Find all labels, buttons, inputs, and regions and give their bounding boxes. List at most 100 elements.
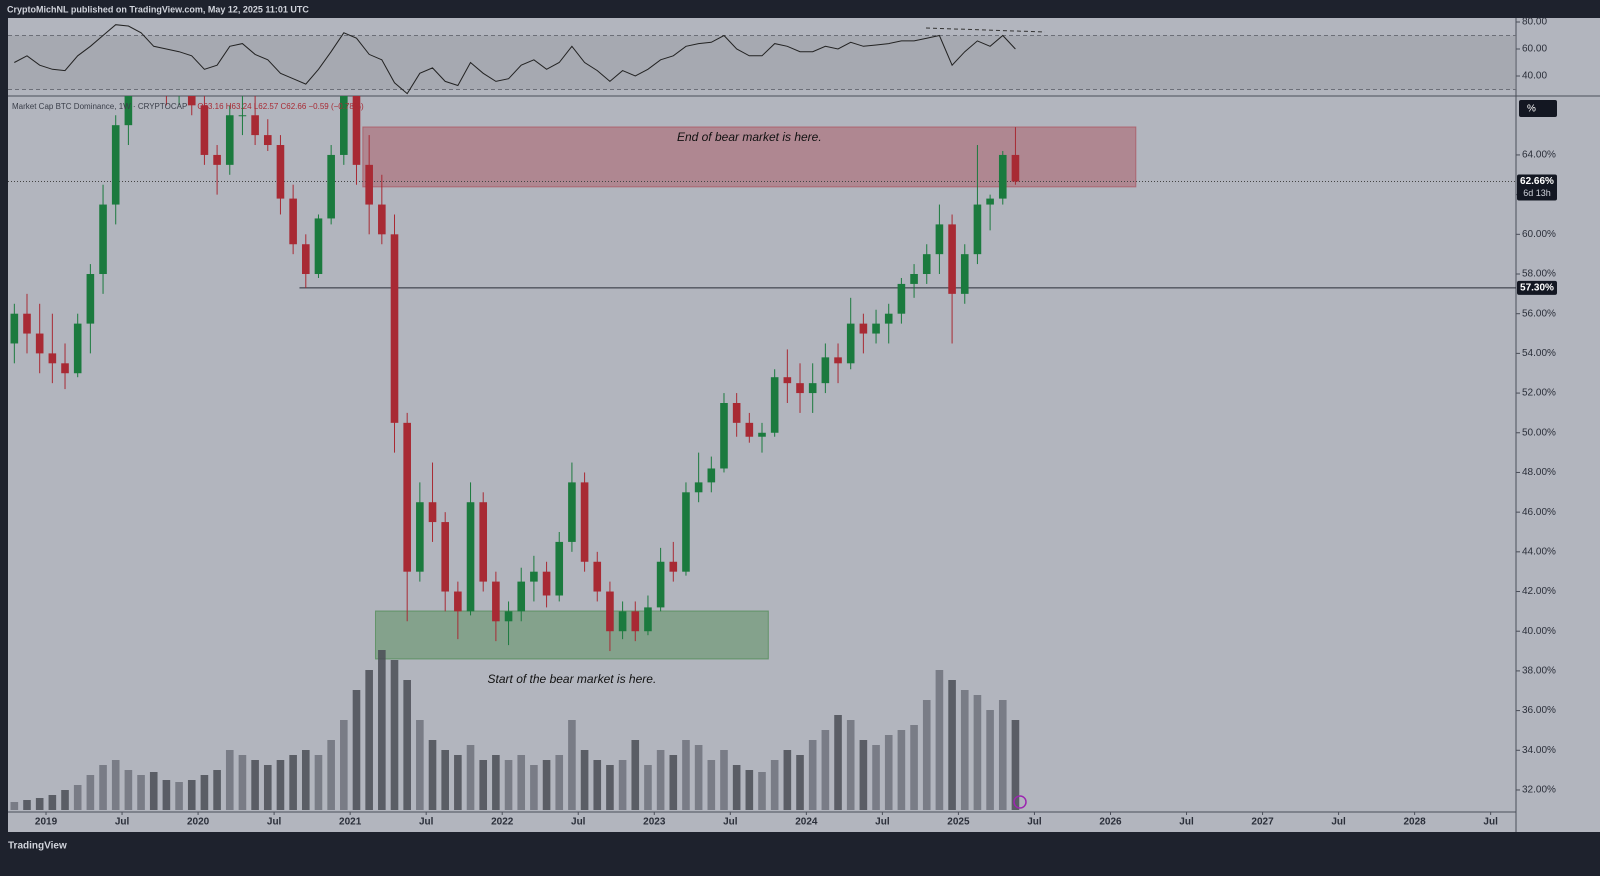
candle-body xyxy=(986,198,994,205)
volume-bar xyxy=(846,720,855,810)
volume-bar xyxy=(314,755,323,810)
volume-bar xyxy=(872,745,880,810)
x-tick-label: 2023 xyxy=(643,817,666,828)
volume-bar xyxy=(783,750,792,810)
candle-body xyxy=(124,96,133,126)
candle-body xyxy=(187,96,196,106)
volume-bar xyxy=(644,765,652,810)
x-tick-label: 2025 xyxy=(947,817,970,828)
y-tick-label: 54.00% xyxy=(1522,348,1556,359)
candle-body xyxy=(314,218,323,275)
x-tick-label: Jul xyxy=(419,817,434,828)
y-tick-label: 34.00% xyxy=(1522,745,1556,756)
volume-bar xyxy=(479,760,488,810)
candle-body xyxy=(669,561,678,572)
candle-body xyxy=(644,607,652,632)
volume-bar xyxy=(770,760,779,810)
zone-annotation: End of bear market is here. xyxy=(677,130,822,144)
volume-bar xyxy=(378,650,386,810)
volume-bar xyxy=(998,700,1007,810)
candle-body xyxy=(948,224,956,294)
volume-bar xyxy=(745,770,754,810)
candle-body xyxy=(821,357,830,384)
volume-bar xyxy=(694,745,703,810)
candle-body xyxy=(682,492,690,572)
candle-body xyxy=(327,154,335,219)
candle-body xyxy=(35,333,44,354)
candle-body xyxy=(542,571,551,596)
candle-body xyxy=(73,323,82,374)
last-price-label: 62.66% xyxy=(1520,176,1554,187)
volume-bar xyxy=(732,765,741,810)
axes: 32.00% 34.00% 36.00% 38.00% 40.00% 42.00% 44.0… xyxy=(35,17,1557,828)
legend-ohlc: O63.16 H63.24 L62.57 C62.66 −0.59 (−0.78… xyxy=(197,102,364,111)
candle-body xyxy=(783,377,792,384)
volume-bar xyxy=(1011,720,1020,810)
candle-body xyxy=(263,135,272,146)
event-icon[interactable] xyxy=(1013,795,1027,809)
unit-button[interactable] xyxy=(1519,100,1557,117)
y-tick-label: 58.00% xyxy=(1522,269,1556,280)
volume-bar xyxy=(897,730,906,810)
candle-body xyxy=(301,244,310,275)
zone-annotation: Start of the bear market is here. xyxy=(488,672,657,686)
candle-body xyxy=(454,591,462,612)
y-tick-label: 44.00% xyxy=(1522,546,1556,557)
legend-title: Market Cap BTC Dominance, 1W · CRYPTOCAP xyxy=(12,102,187,111)
candle-body xyxy=(479,502,488,582)
candle-body xyxy=(517,581,526,612)
volume-bar xyxy=(593,760,602,810)
volume-bar xyxy=(340,720,348,810)
volume-bar xyxy=(162,780,171,810)
y-tick-label: 40.00% xyxy=(1522,626,1556,637)
volume-bar xyxy=(352,690,361,810)
candle-body xyxy=(694,482,703,493)
candle-body xyxy=(276,145,285,199)
volume-bar xyxy=(390,660,399,810)
rsi-tick-label: 60.00 xyxy=(1522,44,1547,55)
volume-bar xyxy=(35,798,44,810)
candle-body xyxy=(99,204,107,275)
volume-bar xyxy=(187,780,196,810)
candle-body xyxy=(403,422,411,572)
plot-background xyxy=(8,18,1600,832)
candle-body xyxy=(808,383,817,394)
volume-bar xyxy=(606,765,614,810)
candle-body xyxy=(111,125,120,205)
x-tick-label: Jul xyxy=(723,817,738,828)
y-tick-label: 38.00% xyxy=(1522,666,1556,677)
candle-body xyxy=(910,274,918,284)
candle-body xyxy=(441,522,449,592)
candle-body xyxy=(872,323,880,334)
candle-body xyxy=(998,154,1007,199)
y-tick-label: 60.00% xyxy=(1522,229,1556,240)
volume-bar xyxy=(289,755,297,810)
volume-bar xyxy=(618,760,627,810)
y-tick-label: 56.00% xyxy=(1522,308,1556,319)
y-tick-label: 50.00% xyxy=(1522,427,1556,438)
x-tick-label: Jul xyxy=(1483,817,1498,828)
candle-body xyxy=(796,383,804,394)
volume-bar xyxy=(973,695,982,810)
volume-bar xyxy=(73,785,82,810)
candle-body xyxy=(466,502,475,612)
zone xyxy=(374,610,769,660)
volume-bar xyxy=(517,755,526,810)
candle-body xyxy=(568,482,576,542)
unit-label[interactable]: % xyxy=(1527,104,1536,115)
candle-body xyxy=(23,313,31,334)
volume-bar xyxy=(720,750,728,810)
volume-bar xyxy=(416,720,424,810)
candle-body xyxy=(593,561,602,592)
volume-bar xyxy=(10,802,19,810)
candle-body xyxy=(428,502,437,523)
volume-bar xyxy=(935,670,944,810)
volume-bar xyxy=(808,740,817,810)
volume-bar xyxy=(124,770,133,810)
x-tick-label: 2028 xyxy=(1403,817,1426,828)
candle-body xyxy=(859,323,868,334)
candle-body xyxy=(758,432,766,437)
footer-logo: TradingView xyxy=(8,841,67,852)
candle-body xyxy=(416,502,424,572)
